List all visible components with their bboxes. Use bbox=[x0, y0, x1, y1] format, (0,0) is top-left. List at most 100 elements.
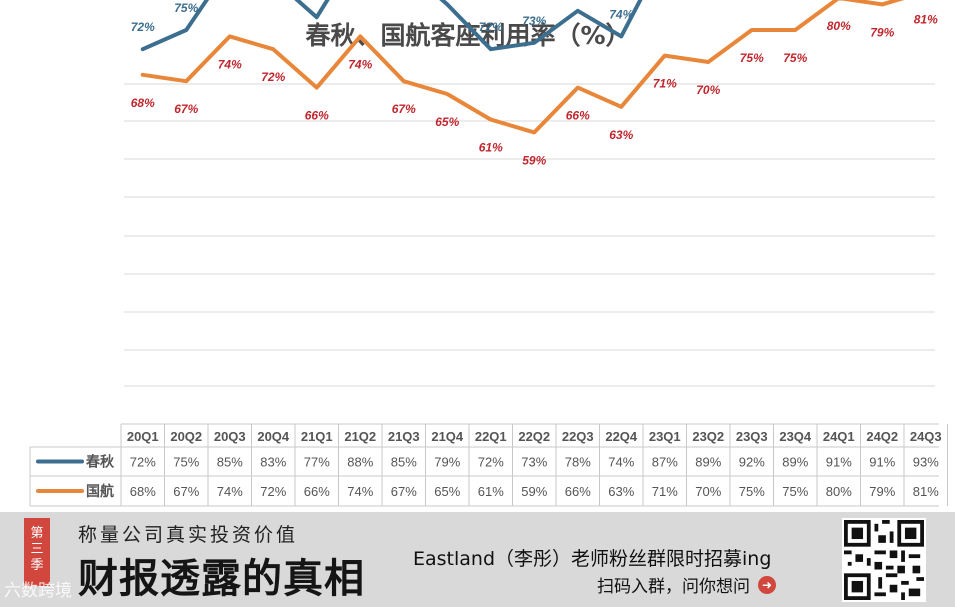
data-label-guohang: 74% bbox=[348, 57, 372, 71]
table-cell: 74% bbox=[217, 484, 243, 499]
data-label-chunqiu: 73% bbox=[522, 14, 546, 28]
data-labels: 72%75%85%83%77%88%85%79%72%73%78%74%87%8… bbox=[131, 0, 938, 167]
promo-cta[interactable]: 扫码入群，问你想问 ➜ bbox=[597, 572, 776, 597]
table-cell: 81% bbox=[913, 484, 939, 499]
series-line-chunqiu bbox=[140, 0, 643, 52]
slogan: 称量公司真实投资价值 bbox=[78, 524, 299, 546]
table-header: 21Q3 bbox=[388, 429, 420, 444]
data-label-chunqiu: 74% bbox=[609, 7, 633, 21]
data-label-guohang: 63% bbox=[609, 128, 633, 142]
data-label-guohang: 67% bbox=[174, 102, 198, 116]
table-cell: 74% bbox=[347, 484, 373, 499]
table-cell: 68% bbox=[130, 484, 156, 499]
table-cell: 67% bbox=[391, 484, 417, 499]
table-cell: 87% bbox=[652, 455, 678, 470]
table-header: 20Q1 bbox=[127, 429, 159, 444]
table-header: 21Q2 bbox=[344, 429, 376, 444]
table-cell: 79% bbox=[869, 484, 895, 499]
data-label-guohang: 61% bbox=[479, 141, 503, 155]
table-cell: 72% bbox=[478, 455, 504, 470]
table-cell: 91% bbox=[869, 455, 895, 470]
table-cell: 63% bbox=[608, 484, 634, 499]
promo-headline: Eastland（李彤）老师粉丝群限时招募ing bbox=[413, 548, 772, 570]
table-cell: 80% bbox=[826, 484, 852, 499]
table-cell: 74% bbox=[608, 455, 634, 470]
data-label-guohang: 66% bbox=[566, 109, 590, 123]
table-cell: 70% bbox=[695, 484, 721, 499]
data-label-guohang: 74% bbox=[218, 57, 242, 71]
table-cell: 72% bbox=[130, 455, 156, 470]
data-label-chunqiu: 77% bbox=[305, 0, 329, 2]
data-label-chunqiu: 75% bbox=[174, 1, 198, 15]
table-cell: 67% bbox=[173, 484, 199, 499]
qr-code-icon[interactable] bbox=[842, 518, 926, 602]
table-cell: 93% bbox=[913, 455, 939, 470]
footer-banner: 第 三 季 称量公司真实投资价值 财报透露的真相 六数跨境 Eastland（李… bbox=[0, 512, 955, 607]
watermark: 六数跨境 bbox=[4, 581, 72, 601]
data-label-guohang: 81% bbox=[914, 13, 938, 27]
table-header: 20Q4 bbox=[257, 429, 290, 444]
table-cell: 66% bbox=[304, 484, 330, 499]
table-cell: 72% bbox=[260, 484, 286, 499]
data-label-guohang: 72% bbox=[261, 70, 285, 84]
table-header: 23Q2 bbox=[692, 429, 724, 444]
table-cell: 79% bbox=[434, 455, 460, 470]
season-char: 第 bbox=[30, 526, 44, 541]
data-label-chunqiu: 72% bbox=[479, 20, 503, 34]
table-cell: 88% bbox=[347, 455, 373, 470]
legend-label-chunqiu: 春秋 bbox=[85, 454, 115, 471]
promo-cta-text: 扫码入群，问你想问 bbox=[597, 577, 750, 597]
data-label-guohang: 67% bbox=[392, 102, 416, 116]
table-header: 24Q1 bbox=[823, 429, 855, 444]
line-chart: 春秋、国航客座利用率（%） 72%75%85%83%77%88%85%79%72… bbox=[29, 0, 948, 507]
table-cell: 66% bbox=[565, 484, 591, 499]
table-cell: 89% bbox=[782, 455, 808, 470]
data-label-guohang: 66% bbox=[305, 109, 329, 123]
table-cell: 75% bbox=[739, 484, 765, 499]
table-cell: 92% bbox=[739, 455, 765, 470]
season-char: 三 bbox=[30, 542, 44, 557]
table-cell: 85% bbox=[391, 455, 417, 470]
table-header: 22Q1 bbox=[475, 429, 507, 444]
table-header: 22Q4 bbox=[605, 429, 638, 444]
data-label-guohang: 70% bbox=[696, 83, 720, 97]
table-cell: 77% bbox=[304, 455, 330, 470]
data-label-guohang: 80% bbox=[827, 19, 851, 33]
legend-label-guohang: 国航 bbox=[86, 483, 114, 500]
table-header: 20Q3 bbox=[214, 429, 246, 444]
table-header: 21Q1 bbox=[301, 429, 333, 444]
data-label-chunqiu: 72% bbox=[131, 20, 155, 34]
table-header: 24Q2 bbox=[866, 429, 898, 444]
season-tag: 第 三 季 bbox=[24, 518, 50, 586]
table-cell: 91% bbox=[826, 455, 852, 470]
brand-title: 财报透露的真相 bbox=[78, 555, 365, 602]
arrow-right-icon[interactable]: ➜ bbox=[758, 575, 776, 594]
table-cell: 85% bbox=[217, 455, 243, 470]
table-header: 20Q2 bbox=[170, 429, 202, 444]
data-table: 20Q1 20Q2 20Q3 20Q4 21Q1 21Q2 21Q3 21Q4 22Q1 22Q2… bbox=[29, 423, 948, 507]
table-cell: 78% bbox=[565, 455, 591, 470]
table-cell: 75% bbox=[173, 455, 199, 470]
data-label-guohang: 68% bbox=[131, 96, 155, 110]
table-cell: 65% bbox=[434, 484, 460, 499]
table-cell: 61% bbox=[478, 484, 504, 499]
table-header: 23Q1 bbox=[649, 429, 681, 444]
data-label-guohang: 75% bbox=[740, 51, 764, 65]
table-cell: 83% bbox=[260, 455, 286, 470]
data-label-guohang: 65% bbox=[435, 115, 459, 129]
data-label-guohang: 79% bbox=[870, 25, 894, 39]
table-header: 21Q4 bbox=[431, 429, 464, 444]
table-cell: 89% bbox=[695, 455, 721, 470]
table-cell: 75% bbox=[782, 484, 808, 499]
data-label-guohang: 59% bbox=[522, 153, 546, 167]
table-header: 23Q3 bbox=[736, 429, 768, 444]
table-header: 22Q3 bbox=[562, 429, 594, 444]
grid-lines bbox=[124, 83, 935, 387]
season-char: 季 bbox=[30, 558, 44, 573]
table-header: 23Q4 bbox=[779, 429, 812, 444]
series-line-guohang bbox=[140, 0, 905, 135]
table-cell: 59% bbox=[521, 484, 547, 499]
table-header: 22Q2 bbox=[518, 429, 550, 444]
table-header: 24Q3 bbox=[910, 429, 942, 444]
table-cell: 71% bbox=[652, 484, 678, 499]
